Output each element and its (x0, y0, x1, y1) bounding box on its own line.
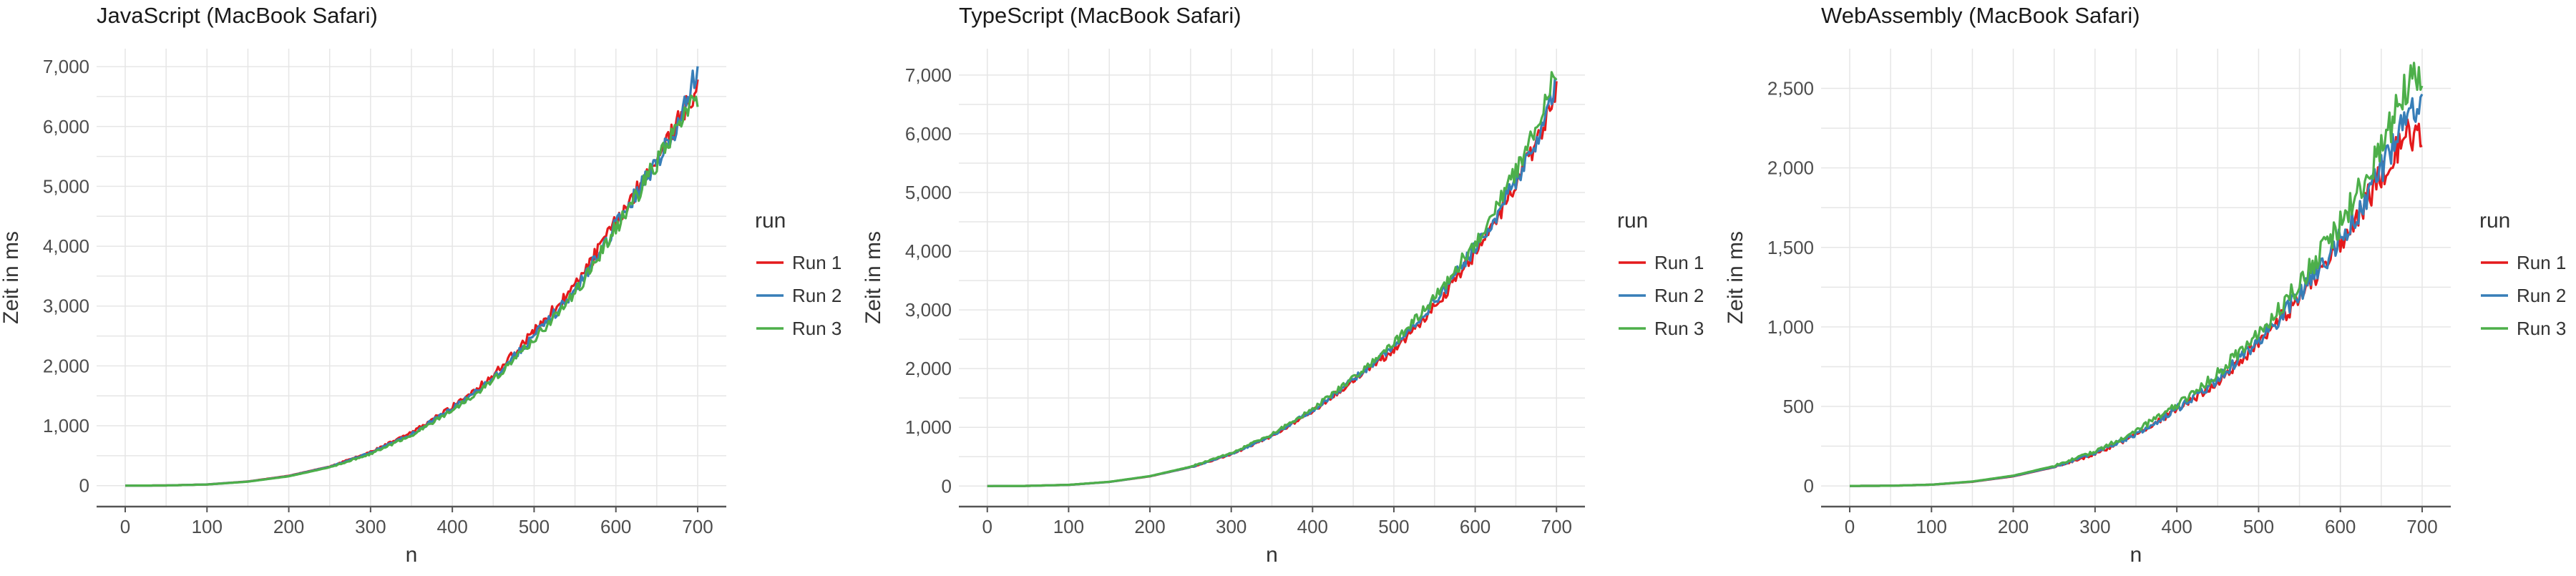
x-tick-label: 0 (982, 516, 992, 537)
y-tick-label: 6,000 (905, 123, 952, 145)
x-tick-label: 400 (436, 516, 467, 537)
legend-label: Run 2 (792, 285, 841, 306)
legend-label: Run 3 (1654, 318, 1704, 339)
legend-label: Run 3 (2517, 318, 2566, 339)
y-tick-label: 2,000 (43, 355, 89, 376)
series-line (125, 94, 699, 487)
chart-panel: 0 100 200 300 400 500 600 700 0 1,000 2,000 3,000 4,… (0, 3, 841, 567)
chart-title: TypeScript (MacBook Safari) (959, 3, 1241, 28)
x-axis-title: n (2130, 543, 2142, 567)
x-tick-label: 200 (273, 516, 304, 537)
y-tick-label: 2,000 (905, 358, 952, 379)
x-axis-title: n (1266, 543, 1278, 567)
x-tick-label: 0 (120, 516, 130, 537)
y-tick-label: 0 (79, 475, 89, 497)
y-axis-title: Zeit in ms (0, 231, 23, 324)
legend-label: Run 1 (2517, 252, 2566, 273)
legend-title: run (2479, 209, 2510, 233)
x-tick-label: 500 (519, 516, 550, 537)
legend-title: run (755, 209, 786, 233)
x-axis-title: n (406, 543, 418, 567)
legend: run Run 1 Run 2 Run 3 (2479, 209, 2566, 339)
y-tick-label: 3,000 (905, 299, 952, 321)
y-axis-title: Zeit in ms (1724, 231, 1747, 324)
chart-panel: 0 100 200 300 400 500 600 700 0 1,000 2,000 3,000 4,… (862, 3, 1704, 567)
legend-label: Run 1 (1654, 252, 1704, 273)
legend: run Run 1 Run 2 Run 3 (1617, 209, 1704, 339)
x-tick-label: 300 (1216, 516, 1246, 537)
series-line (987, 71, 1558, 487)
x-tick-label: 600 (1460, 516, 1491, 537)
x-tick-label: 500 (1378, 516, 1409, 537)
y-tick-label: 0 (942, 475, 952, 497)
legend: run Run 1 Run 2 Run 3 (755, 209, 841, 339)
chart-panel: 0 100 200 300 400 500 600 700 0 500 1,000 1,500 2,00… (1724, 3, 2566, 567)
x-tick-label: 200 (1998, 516, 2029, 537)
x-tick-label: 300 (355, 516, 386, 537)
series-line (1850, 62, 2424, 487)
x-tick-label: 400 (1297, 516, 1328, 537)
x-tick-label: 500 (2243, 516, 2274, 537)
x-tick-label: 100 (192, 516, 223, 537)
y-tick-label: 5,000 (905, 182, 952, 203)
x-tick-label: 400 (2161, 516, 2192, 537)
y-tick-label: 1,000 (1767, 316, 1814, 338)
legend-label: Run 1 (792, 252, 841, 273)
x-tick-label: 300 (2079, 516, 2110, 537)
y-tick-label: 500 (1783, 396, 1814, 417)
legend-label: Run 2 (2517, 285, 2566, 306)
chart-title: WebAssembly (MacBook Safari) (1821, 3, 2140, 28)
x-tick-label: 700 (2406, 516, 2437, 537)
y-tick-label: 2,500 (1767, 78, 1814, 99)
x-tick-label: 700 (1541, 516, 1572, 537)
y-tick-label: 1,000 (905, 416, 952, 438)
legend-title: run (1617, 209, 1648, 233)
x-tick-label: 100 (1053, 516, 1084, 537)
x-tick-label: 600 (2325, 516, 2356, 537)
y-tick-label: 6,000 (43, 116, 89, 137)
x-tick-label: 200 (1134, 516, 1165, 537)
y-tick-label: 3,000 (43, 296, 89, 317)
y-tick-label: 0 (1804, 475, 1814, 497)
x-tick-label: 0 (1845, 516, 1855, 537)
chart-title: JavaScript (MacBook Safari) (97, 3, 378, 28)
y-tick-label: 7,000 (43, 56, 89, 77)
x-tick-label: 100 (1916, 516, 1947, 537)
legend-label: Run 2 (1654, 285, 1704, 306)
y-tick-label: 7,000 (905, 64, 952, 86)
y-tick-label: 1,000 (43, 415, 89, 436)
legend-label: Run 3 (792, 318, 841, 339)
y-tick-label: 1,500 (1767, 237, 1814, 258)
x-tick-label: 600 (600, 516, 631, 537)
y-tick-label: 5,000 (43, 175, 89, 197)
y-axis-title: Zeit in ms (862, 231, 885, 324)
y-tick-label: 4,000 (43, 235, 89, 257)
x-tick-label: 700 (682, 516, 713, 537)
y-tick-label: 4,000 (905, 240, 952, 262)
y-tick-label: 2,000 (1767, 157, 1814, 179)
